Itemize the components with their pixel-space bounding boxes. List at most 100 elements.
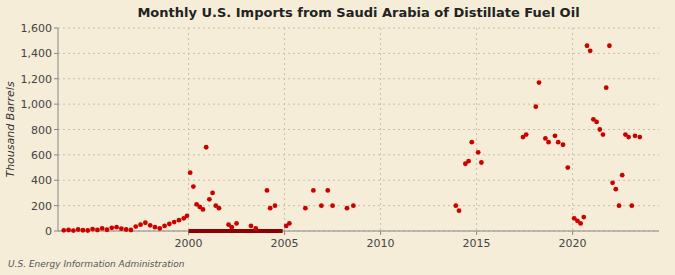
point <box>457 208 462 213</box>
y-grid-line <box>58 205 659 206</box>
point <box>265 188 270 193</box>
y-grid-line <box>58 104 659 105</box>
point <box>114 225 119 230</box>
y-tick <box>54 129 58 130</box>
point <box>268 206 273 211</box>
point <box>188 170 193 175</box>
grid <box>58 28 659 231</box>
y-tick-label: 1,000 <box>21 98 53 111</box>
x-grid-line <box>572 28 573 231</box>
point <box>466 159 471 164</box>
y-tick-label: 800 <box>31 124 52 137</box>
y-tick-label: 0 <box>45 225 52 238</box>
plot-area <box>61 43 642 233</box>
point <box>565 165 570 170</box>
point <box>613 187 618 192</box>
y-axis-line <box>58 28 59 231</box>
point <box>287 221 292 226</box>
y-grid-line <box>58 129 659 130</box>
point <box>71 228 76 233</box>
point <box>604 85 609 90</box>
point <box>157 226 162 231</box>
point <box>201 207 206 212</box>
x-tick-label: 2020 <box>559 237 587 250</box>
x-tick <box>476 231 477 235</box>
point <box>351 203 356 208</box>
point <box>311 188 316 193</box>
point <box>210 191 215 196</box>
y-tick <box>54 53 58 54</box>
point <box>581 215 586 220</box>
point <box>637 135 642 140</box>
x-tick-label: 2000 <box>175 237 203 250</box>
point <box>607 43 612 48</box>
y-grid-line <box>58 154 659 155</box>
point <box>330 203 335 208</box>
y-tick <box>54 78 58 79</box>
point <box>153 225 158 230</box>
point <box>633 133 638 138</box>
point <box>249 224 254 229</box>
point <box>217 206 222 211</box>
point <box>588 48 593 53</box>
point <box>100 226 105 231</box>
point <box>578 221 583 226</box>
y-tick-label: 200 <box>31 200 52 213</box>
x-tick <box>380 231 381 235</box>
x-grid-line <box>380 28 381 231</box>
point <box>533 104 538 109</box>
point <box>479 160 484 165</box>
axes: 0 200 400 600 800 1,000 1,200 1,400 1,600 2000 200… <box>21 22 660 250</box>
y-grid-line <box>58 53 659 54</box>
y-tick-label: 1,600 <box>21 22 53 35</box>
y-tick <box>54 180 58 181</box>
x-grid-line <box>476 28 477 231</box>
point <box>234 221 239 226</box>
point <box>177 218 182 223</box>
point <box>61 228 66 233</box>
x-tick-label: 2005 <box>271 237 299 250</box>
point <box>325 188 330 193</box>
point <box>319 203 324 208</box>
point <box>138 222 143 227</box>
point <box>453 203 458 208</box>
point <box>207 197 212 202</box>
y-tick-label: 600 <box>31 149 52 162</box>
point <box>90 227 95 232</box>
point <box>172 220 177 225</box>
point <box>524 132 529 137</box>
point <box>561 142 566 147</box>
y-tick-label: 1,200 <box>21 73 53 86</box>
point <box>81 228 86 233</box>
y-tick <box>54 231 58 232</box>
y-tick-label: 400 <box>31 174 52 187</box>
point <box>620 173 625 178</box>
point <box>601 132 606 137</box>
point <box>546 140 551 145</box>
point <box>617 203 622 208</box>
y-tick-label: 1,400 <box>21 47 53 60</box>
point <box>585 43 590 48</box>
point <box>167 222 172 227</box>
point <box>476 150 481 155</box>
y-axis-label: Thousand Barrels <box>4 81 17 177</box>
point <box>629 203 634 208</box>
x-tick <box>572 231 573 235</box>
point <box>345 206 350 211</box>
x-grid-line <box>284 28 285 231</box>
point <box>143 220 148 225</box>
y-tick <box>54 104 58 105</box>
point <box>273 203 278 208</box>
y-grid-line <box>58 180 659 181</box>
point <box>109 225 114 230</box>
point <box>537 80 542 85</box>
y-grid-line <box>58 78 659 79</box>
y-tick <box>54 154 58 155</box>
chart: Monthly U.S. Imports from Saudi Arabia o… <box>0 0 675 275</box>
point <box>185 213 190 218</box>
point <box>105 227 110 232</box>
point <box>253 226 258 231</box>
x-grid-line <box>188 28 189 231</box>
x-tick-label: 2015 <box>463 237 491 250</box>
point <box>129 228 134 233</box>
